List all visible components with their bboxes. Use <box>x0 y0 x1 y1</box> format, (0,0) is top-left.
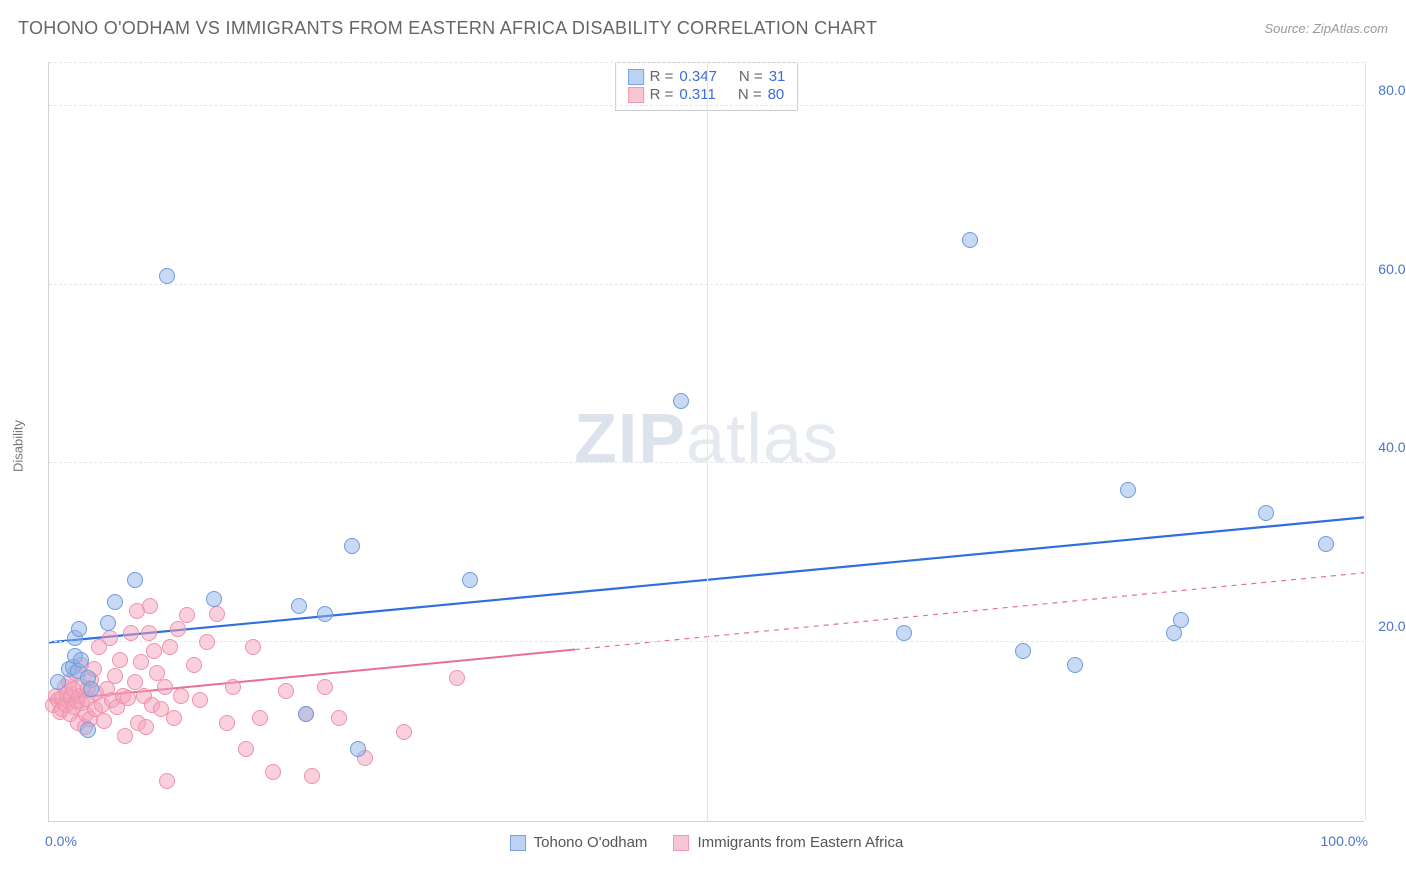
y-tick-label: 60.0% <box>1378 261 1406 277</box>
scatter-point <box>449 670 465 686</box>
scatter-point <box>120 690 136 706</box>
scatter-point <box>1173 612 1189 628</box>
series-label-b: Immigrants from Eastern Africa <box>697 834 903 851</box>
scatter-point <box>80 722 96 738</box>
r-value-b: 0.311 <box>679 86 715 103</box>
scatter-point <box>396 724 412 740</box>
y-axis-label: Disability <box>11 420 26 472</box>
scatter-point <box>142 598 158 614</box>
scatter-point <box>146 643 162 659</box>
scatter-point <box>252 710 268 726</box>
scatter-point <box>265 764 281 780</box>
scatter-point <box>238 741 254 757</box>
series-legend-item-a: Tohono O'odham <box>510 834 648 851</box>
scatter-point <box>225 679 241 695</box>
scatter-point <box>166 710 182 726</box>
series-legend: Tohono O'odham Immigrants from Eastern A… <box>49 834 1364 851</box>
trend-line <box>575 573 1364 650</box>
scatter-point <box>133 654 149 670</box>
scatter-point <box>962 232 978 248</box>
scatter-point <box>1318 536 1334 552</box>
source-label: Source: ZipAtlas.com <box>1264 21 1388 36</box>
scatter-point <box>100 615 116 631</box>
scatter-point <box>1120 482 1136 498</box>
scatter-point <box>278 683 294 699</box>
scatter-point <box>73 652 89 668</box>
scatter-point <box>1258 505 1274 521</box>
r-value-a: 0.347 <box>679 68 717 85</box>
legend-swatch-b <box>628 87 644 103</box>
scatter-point <box>317 606 333 622</box>
legend-swatch-a <box>628 69 644 85</box>
watermark-bold: ZIP <box>574 399 686 477</box>
scatter-point <box>71 621 87 637</box>
scatter-point <box>199 634 215 650</box>
n-label: N = <box>739 68 763 85</box>
plot-area: ZIPatlas R = 0.347 N = 31 R = 0.311 N = … <box>48 62 1364 822</box>
scatter-point <box>298 706 314 722</box>
scatter-point <box>117 728 133 744</box>
scatter-point <box>102 630 118 646</box>
scatter-point <box>159 268 175 284</box>
scatter-point <box>350 741 366 757</box>
scatter-point <box>219 715 235 731</box>
scatter-point <box>83 681 99 697</box>
gridline-v <box>1365 62 1366 821</box>
scatter-point <box>317 679 333 695</box>
scatter-point <box>123 625 139 641</box>
scatter-point <box>127 572 143 588</box>
scatter-point <box>107 668 123 684</box>
scatter-point <box>112 652 128 668</box>
scatter-point <box>107 594 123 610</box>
scatter-point <box>159 773 175 789</box>
scatter-point <box>170 621 186 637</box>
n-value-b: 80 <box>768 86 785 103</box>
scatter-point <box>291 598 307 614</box>
scatter-point <box>96 713 112 729</box>
scatter-point <box>896 625 912 641</box>
r-label: R = <box>650 86 674 103</box>
scatter-point <box>462 572 478 588</box>
gridline-v <box>707 62 708 821</box>
scatter-point <box>1015 643 1031 659</box>
scatter-point <box>331 710 347 726</box>
scatter-point <box>206 591 222 607</box>
scatter-point <box>344 538 360 554</box>
chart-header: TOHONO O'ODHAM VS IMMIGRANTS FROM EASTER… <box>18 18 1388 39</box>
y-tick-label: 20.0% <box>1378 618 1406 634</box>
scatter-point <box>304 768 320 784</box>
scatter-point <box>138 719 154 735</box>
n-value-a: 31 <box>769 68 786 85</box>
scatter-point <box>1067 657 1083 673</box>
r-label: R = <box>650 68 674 85</box>
chart-title: TOHONO O'ODHAM VS IMMIGRANTS FROM EASTER… <box>18 18 877 39</box>
scatter-point <box>186 657 202 673</box>
scatter-point <box>179 607 195 623</box>
scatter-point <box>245 639 261 655</box>
series-swatch-a <box>510 835 526 851</box>
y-tick-label: 80.0% <box>1378 82 1406 98</box>
series-label-a: Tohono O'odham <box>534 834 648 851</box>
scatter-point <box>209 606 225 622</box>
scatter-point <box>173 688 189 704</box>
scatter-point <box>157 679 173 695</box>
scatter-point <box>141 625 157 641</box>
scatter-point <box>192 692 208 708</box>
scatter-point <box>162 639 178 655</box>
chart-frame: TOHONO O'ODHAM VS IMMIGRANTS FROM EASTER… <box>0 0 1406 892</box>
scatter-point <box>50 674 66 690</box>
scatter-point <box>673 393 689 409</box>
series-swatch-b <box>673 835 689 851</box>
y-tick-label: 40.0% <box>1378 439 1406 455</box>
series-legend-item-b: Immigrants from Eastern Africa <box>673 834 903 851</box>
watermark-light: atlas <box>686 399 839 477</box>
n-label: N = <box>738 86 762 103</box>
